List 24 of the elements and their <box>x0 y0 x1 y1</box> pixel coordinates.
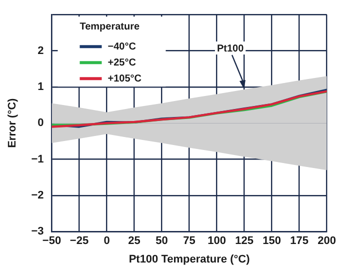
y-tick-label: −2 <box>31 189 44 202</box>
y-tick-label: −1 <box>31 153 44 166</box>
y-tick-label: 2 <box>38 44 44 57</box>
x-tick-label: 175 <box>290 235 308 248</box>
y-tick-label: 1 <box>38 80 44 93</box>
legend-title: Temperature <box>80 21 140 32</box>
x-tick-label: 125 <box>235 235 254 248</box>
x-tick-label: 150 <box>262 235 281 248</box>
x-tick-label: 25 <box>128 235 140 248</box>
x-axis-title: Pt100 Temperature (°C) <box>128 253 250 266</box>
legend-label: +25°C <box>108 57 136 68</box>
y-tick-label: −3 <box>31 226 44 238</box>
annotation: Pt100 <box>216 43 244 54</box>
y-tick-label: 0 <box>38 117 44 130</box>
x-tick-label: −25 <box>70 235 89 248</box>
legend-label: −40°C <box>108 41 136 52</box>
x-tick-label: 100 <box>208 235 226 248</box>
legend-label: +105°C <box>108 73 142 84</box>
x-tick-label: 50 <box>156 235 168 248</box>
x-tick-label: 200 <box>318 235 336 248</box>
x-tick-label: −50 <box>42 235 62 248</box>
x-tick-label: 0 <box>104 235 110 248</box>
y-axis-title: Error (°C) <box>6 98 19 148</box>
x-tick-label: 75 <box>183 235 196 248</box>
